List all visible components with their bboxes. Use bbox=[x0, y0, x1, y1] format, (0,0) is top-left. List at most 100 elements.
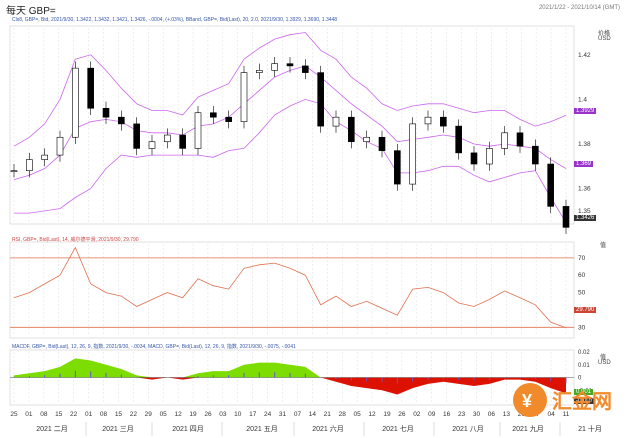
logo-circle-icon bbox=[513, 383, 547, 417]
candle bbox=[256, 70, 263, 73]
x-tick-label: 26 bbox=[204, 411, 212, 418]
x-tick-label: 26 bbox=[398, 411, 406, 418]
candle bbox=[302, 65, 309, 73]
candle bbox=[164, 134, 171, 143]
candle bbox=[102, 107, 110, 118]
candle bbox=[225, 116, 232, 122]
macd-y-tick: 0 bbox=[578, 376, 582, 382]
candle bbox=[394, 150, 401, 185]
month-label: 2021 七月 bbox=[382, 424, 414, 433]
x-tick-label: 05 bbox=[160, 411, 168, 418]
x-tick-label: 08 bbox=[40, 411, 48, 418]
x-tick-label: 09 bbox=[428, 411, 436, 418]
candle bbox=[240, 72, 248, 122]
rsi-y-tick: 50 bbox=[578, 290, 586, 297]
x-tick-label: 01 bbox=[85, 411, 93, 418]
main-unit: USD bbox=[598, 36, 611, 42]
rsi-y-tick: 60 bbox=[578, 272, 586, 279]
main-y-tick: 1.38 bbox=[578, 141, 591, 148]
rsi-panel bbox=[9, 241, 575, 339]
x-tick-label: 12 bbox=[174, 411, 182, 418]
bb-middle-badge: 1.369 bbox=[574, 161, 594, 167]
x-tick-label: 08 bbox=[100, 411, 108, 418]
x-tick-label: 19 bbox=[383, 411, 391, 418]
rsi-legend: RSI, GBP=, Bid(Last), 14, 威尔德平滑, 2021/9/… bbox=[12, 237, 139, 243]
svg-text:¥: ¥ bbox=[522, 391, 532, 411]
rsi-value-badge: 29.790 bbox=[574, 307, 597, 313]
x-tick-label: 24 bbox=[264, 411, 272, 418]
main-unit-title: 价格 bbox=[598, 31, 611, 37]
date-range: 2021/1/22 - 2021/10/14 (GMT) bbox=[538, 5, 620, 11]
month-label: 21 十月 bbox=[578, 424, 602, 433]
rsi-y-tick: 30 bbox=[578, 324, 586, 331]
bb-upper-badge: 1.3929 bbox=[574, 108, 597, 114]
candle bbox=[286, 63, 294, 67]
main-legend: Cls8, GBP=, Bid, 2021/9/30, 1.3422, 1.34… bbox=[12, 17, 338, 23]
candle bbox=[56, 136, 64, 156]
x-tick-label: 19 bbox=[189, 411, 197, 418]
bb-lower-line bbox=[14, 98, 567, 223]
candle bbox=[409, 123, 416, 185]
x-tick-label: 30 bbox=[473, 411, 481, 418]
month-label: 2021 六月 bbox=[312, 424, 344, 433]
macd-legend: MACDF, GBP=, Bid(Last), 12, 26, 9, 指数, 2… bbox=[12, 344, 296, 350]
candle bbox=[26, 159, 33, 172]
macd-badge-b: -0.007 bbox=[574, 398, 596, 404]
candle bbox=[501, 132, 508, 149]
x-tick-label: 05 bbox=[354, 411, 362, 418]
x-tick-label: 13 bbox=[503, 411, 511, 418]
x-tick-label: 21 bbox=[324, 411, 332, 418]
candle bbox=[133, 123, 140, 149]
macd-unit-title: 值 bbox=[600, 355, 607, 361]
candle bbox=[348, 116, 355, 143]
x-tick-label: 03 bbox=[219, 411, 227, 418]
x-tick-label: 29 bbox=[145, 411, 153, 418]
x-tick-label: 04 bbox=[547, 411, 555, 418]
candle bbox=[516, 132, 524, 147]
main-y-tick: 1.42 bbox=[578, 52, 591, 59]
macd-unit: USD bbox=[598, 360, 611, 366]
x-tick-label: 16 bbox=[443, 411, 451, 418]
candle bbox=[179, 134, 186, 149]
candle bbox=[72, 67, 79, 138]
candle bbox=[41, 154, 48, 160]
x-tick-label: 17 bbox=[249, 411, 257, 418]
candle bbox=[194, 112, 202, 149]
window-title: 每天 GBP= bbox=[6, 6, 56, 17]
candle bbox=[532, 145, 539, 165]
macd-badge-a: 0.001 bbox=[574, 389, 594, 395]
macd-y-tick: 0.02 bbox=[578, 350, 590, 356]
candle bbox=[210, 112, 217, 118]
candle bbox=[562, 206, 570, 228]
x-tick-label: 12 bbox=[368, 411, 376, 418]
main-y-tick: 1.36 bbox=[578, 186, 591, 193]
candle bbox=[378, 136, 386, 151]
candle bbox=[10, 170, 18, 173]
month-label: 2021 八月 bbox=[452, 425, 484, 433]
x-tick-label: 11 bbox=[563, 411, 570, 418]
last-price-badge: 1.3426 bbox=[574, 215, 597, 221]
candle bbox=[271, 63, 278, 71]
macd-positive-area bbox=[14, 358, 566, 378]
x-tick-label: 10 bbox=[234, 411, 242, 418]
x-tick-label: 28 bbox=[339, 411, 347, 418]
x-tick-label: 02 bbox=[413, 411, 421, 418]
macd-y-tick: 0.01 bbox=[578, 363, 590, 369]
bb-upper-line bbox=[13, 32, 567, 147]
candle bbox=[440, 116, 447, 127]
main-panel bbox=[9, 25, 575, 225]
macd-negative-area bbox=[14, 377, 566, 395]
candle bbox=[148, 141, 156, 149]
candle bbox=[118, 116, 125, 125]
x-tick-label: 22 bbox=[130, 411, 138, 418]
rsi-y-tick: 70 bbox=[578, 255, 586, 262]
x-tick-label: 15 bbox=[115, 411, 123, 418]
candle bbox=[455, 125, 462, 154]
x-tick-label: 01 bbox=[25, 411, 33, 418]
candle bbox=[486, 148, 493, 165]
x-tick-label: 31 bbox=[279, 411, 287, 418]
x-tick-label: 25 bbox=[10, 411, 18, 418]
candle bbox=[87, 67, 94, 109]
month-label: 2021 九月 bbox=[512, 424, 544, 433]
